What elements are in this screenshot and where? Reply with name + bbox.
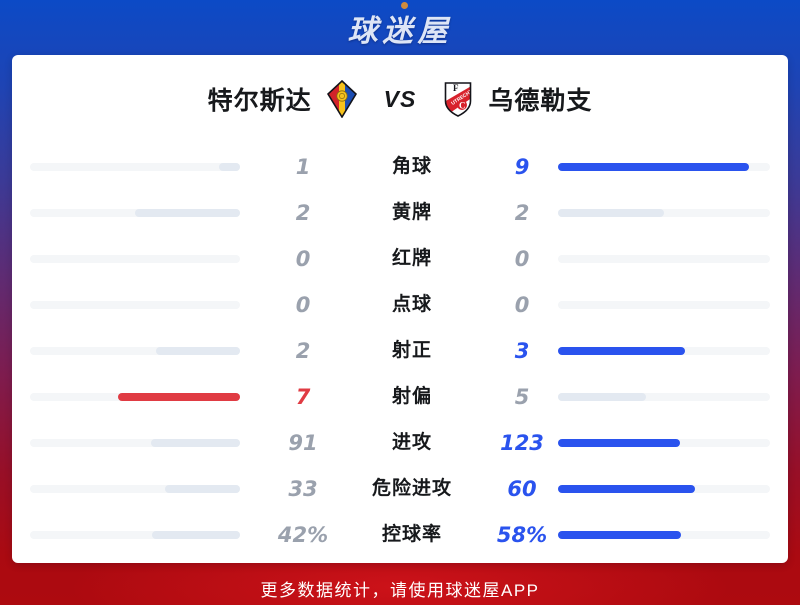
stat-row: 33 危险进攻 60: [12, 466, 788, 512]
away-stat-bar: [558, 485, 770, 493]
home-stat-bar: [30, 209, 240, 217]
away-stat-bar: [558, 255, 770, 263]
stat-label: 射正: [391, 340, 432, 361]
home-stat-bar-fill: [165, 485, 240, 493]
stat-label: 点球: [391, 294, 432, 315]
away-team-name: 乌德勒支: [488, 87, 593, 115]
away-stat-bar: [558, 209, 770, 217]
footer-text: 更多数据统计，请使用球迷屋APP: [260, 580, 540, 600]
stat-row: 1 角球 9: [12, 144, 788, 190]
brand-logo: 球迷屋: [347, 1, 453, 50]
home-stat-bar: [30, 439, 240, 447]
away-stat-value: 0: [514, 247, 530, 271]
home-stat-value: 1: [295, 155, 311, 179]
away-stat-value: 3: [514, 339, 530, 363]
away-stat-value: 123: [500, 431, 544, 455]
away-stat-bar-fill: [558, 393, 647, 401]
away-stat-bar-fill: [558, 163, 749, 171]
home-stat-value: 91: [288, 431, 318, 455]
stat-label: 进攻: [391, 432, 432, 453]
home-stat-bar: [30, 531, 240, 539]
home-stat-bar-fill: [156, 347, 240, 355]
stat-row: 91 进攻 123: [12, 420, 788, 466]
home-stat-value: 2: [295, 201, 311, 225]
brand-logo-text: 球迷屋: [347, 14, 453, 48]
stat-row: 0 点球 0: [12, 282, 788, 328]
home-stat-value: 0: [295, 293, 311, 317]
home-stat-bar: [30, 255, 240, 263]
away-stat-value: 9: [514, 155, 530, 179]
away-stat-bar: [558, 531, 770, 539]
away-stat-value: 58%: [496, 523, 548, 547]
home-stat-value: 42%: [277, 523, 329, 547]
stat-label: 危险进攻: [371, 478, 452, 499]
stat-label: 黄牌: [391, 202, 432, 223]
away-stat-bar: [558, 347, 770, 355]
match-header: 特尔斯达 VS UTRECHT: [12, 77, 788, 121]
home-stat-bar-fill: [151, 531, 240, 539]
stat-label: 红牌: [391, 248, 432, 269]
stat-row: 0 红牌 0: [12, 236, 788, 282]
home-team-badge-icon: [326, 79, 358, 119]
svg-text:F: F: [453, 83, 459, 93]
stat-row: 42% 控球率 58%: [12, 512, 788, 558]
top-brand-bar: 球迷屋: [0, 0, 800, 55]
svg-text:C: C: [459, 100, 466, 110]
away-stat-bar: [558, 393, 770, 401]
stat-label: 射偏: [391, 386, 432, 407]
away-stat-value: 5: [514, 385, 530, 409]
vs-label: VS: [383, 85, 417, 112]
away-stat-bar-fill: [558, 439, 680, 447]
home-stat-value: 33: [288, 477, 318, 501]
away-stat-value: 2: [514, 201, 530, 225]
stat-row: 7 射偏 5: [12, 374, 788, 420]
away-stat-bar: [558, 301, 770, 309]
stat-label: 控球率: [381, 524, 442, 545]
home-stat-bar-fill: [150, 439, 240, 447]
away-stat-bar: [558, 439, 770, 447]
home-stat-value: 0: [295, 247, 311, 271]
home-stat-bar-fill: [219, 163, 240, 171]
home-stat-value: 7: [295, 385, 311, 409]
stat-row: 2 射正 3: [12, 328, 788, 374]
home-stat-bar: [30, 393, 240, 401]
home-stat-value: 2: [295, 339, 311, 363]
stats-card: 特尔斯达 VS UTRECHT: [12, 55, 788, 563]
away-stat-bar: [558, 163, 770, 171]
logo-accent-dot-icon: [401, 1, 409, 9]
away-stat-bar-fill: [558, 347, 686, 355]
away-stat-value: 0: [514, 293, 530, 317]
stat-label: 角球: [391, 156, 432, 177]
away-stat-bar-fill: [558, 531, 681, 539]
home-stat-bar-fill: [117, 393, 240, 401]
away-stat-bar-fill: [558, 485, 695, 493]
home-stat-bar: [30, 163, 240, 171]
home-team-name: 特尔斯达: [207, 87, 312, 115]
stat-row: 2 黄牌 2: [12, 190, 788, 236]
away-stat-bar-fill: [558, 209, 664, 217]
home-stat-bar-fill: [135, 209, 240, 217]
stats-list: 1 角球 9 2 黄牌 2 0 红牌 0 0 点球 0: [12, 144, 788, 558]
away-team-badge-icon: UTRECHT F C: [442, 79, 474, 119]
app-promo-footer: 更多数据统计，请使用球迷屋APP: [0, 571, 800, 605]
home-stat-bar: [30, 485, 240, 493]
away-stat-value: 60: [507, 477, 537, 501]
home-stat-bar: [30, 347, 240, 355]
home-stat-bar: [30, 301, 240, 309]
